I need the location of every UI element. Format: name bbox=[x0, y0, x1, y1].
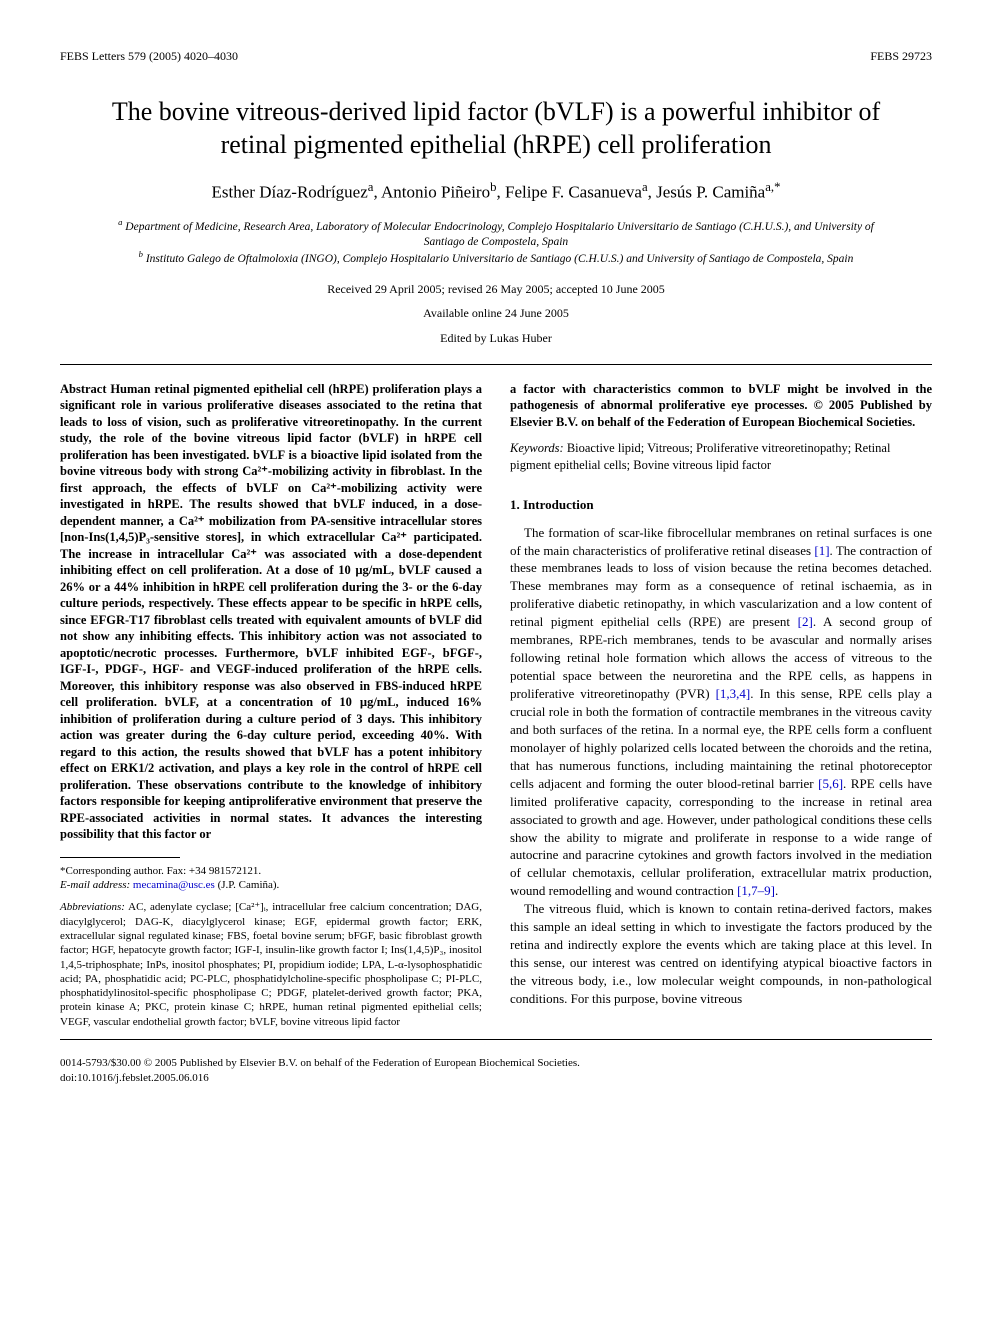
ref-link-56[interactable]: [5,6] bbox=[818, 776, 843, 791]
ref-link-179[interactable]: [1,7–9] bbox=[737, 883, 775, 898]
email-label: E-mail address: bbox=[60, 879, 130, 891]
edited-by: Edited by Lukas Huber bbox=[60, 330, 932, 346]
affiliation-a: a Department of Medicine, Research Area,… bbox=[100, 217, 892, 250]
right-column: a factor with characteristics common to … bbox=[510, 381, 932, 1029]
corresponding-author: *Corresponding author. Fax: +34 98157212… bbox=[60, 864, 482, 893]
abbrev-text: AC, adenylate cyclase; [Ca²⁺]ᵢ, intracel… bbox=[60, 901, 482, 1027]
intro-paragraph-2: The vitreous fluid, which is known to co… bbox=[510, 900, 932, 1008]
email-link[interactable]: mecamina@usc.es bbox=[133, 879, 215, 891]
footer-doi: doi:10.1016/j.febslet.2005.06.016 bbox=[60, 1071, 932, 1086]
abstract-left: Abstract Human retinal pigmented epithel… bbox=[60, 381, 482, 843]
section-1-heading: 1. Introduction bbox=[510, 496, 932, 514]
ref-link-2[interactable]: [2] bbox=[798, 614, 813, 629]
affiliation-b: b Instituto Galego de Oftalmoloxia (INGO… bbox=[100, 249, 892, 267]
two-column-body: Abstract Human retinal pigmented epithel… bbox=[60, 381, 932, 1029]
corr-fax: *Corresponding author. Fax: +34 98157212… bbox=[60, 864, 482, 878]
divider-rule bbox=[60, 364, 932, 365]
affiliations: a Department of Medicine, Research Area,… bbox=[100, 217, 892, 267]
ref-link-1[interactable]: [1] bbox=[814, 543, 829, 558]
email-suffix: (J.P. Camiña). bbox=[215, 879, 279, 891]
keywords-label: Keywords: bbox=[510, 441, 564, 455]
left-column: Abstract Human retinal pigmented epithel… bbox=[60, 381, 482, 1029]
authors-line: Esther Díaz-Rodrígueza, Antonio Piñeirob… bbox=[60, 179, 932, 205]
header-right: FEBS 29723 bbox=[870, 48, 932, 64]
footnote-rule bbox=[60, 857, 180, 858]
corr-email-line: E-mail address: mecamina@usc.es (J.P. Ca… bbox=[60, 878, 482, 892]
history-dates: Received 29 April 2005; revised 26 May 2… bbox=[60, 281, 932, 297]
intro-paragraph-1: The formation of scar-like fibrocellular… bbox=[510, 524, 932, 901]
abbreviations-block: Abbreviations: AC, adenylate cyclase; [C… bbox=[60, 900, 482, 1029]
keywords-block: Keywords: Bioactive lipid; Vitreous; Pro… bbox=[510, 440, 932, 474]
header-left: FEBS Letters 579 (2005) 4020–4030 bbox=[60, 48, 238, 64]
article-title: The bovine vitreous-derived lipid factor… bbox=[80, 96, 912, 161]
abstract-right-tail: a factor with characteristics common to … bbox=[510, 381, 932, 431]
available-online: Available online 24 June 2005 bbox=[60, 305, 932, 321]
running-header: FEBS Letters 579 (2005) 4020–4030 FEBS 2… bbox=[60, 48, 932, 64]
bottom-rule bbox=[60, 1039, 932, 1040]
keywords-text: Bioactive lipid; Vitreous; Proliferative… bbox=[510, 441, 890, 472]
footer-copyright: 0014-5793/$30.00 © 2005 Published by Els… bbox=[60, 1056, 932, 1071]
footer-block: 0014-5793/$30.00 © 2005 Published by Els… bbox=[60, 1056, 932, 1086]
ref-link-134[interactable]: [1,3,4] bbox=[716, 686, 751, 701]
abbrev-label: Abbreviations: bbox=[60, 901, 125, 913]
